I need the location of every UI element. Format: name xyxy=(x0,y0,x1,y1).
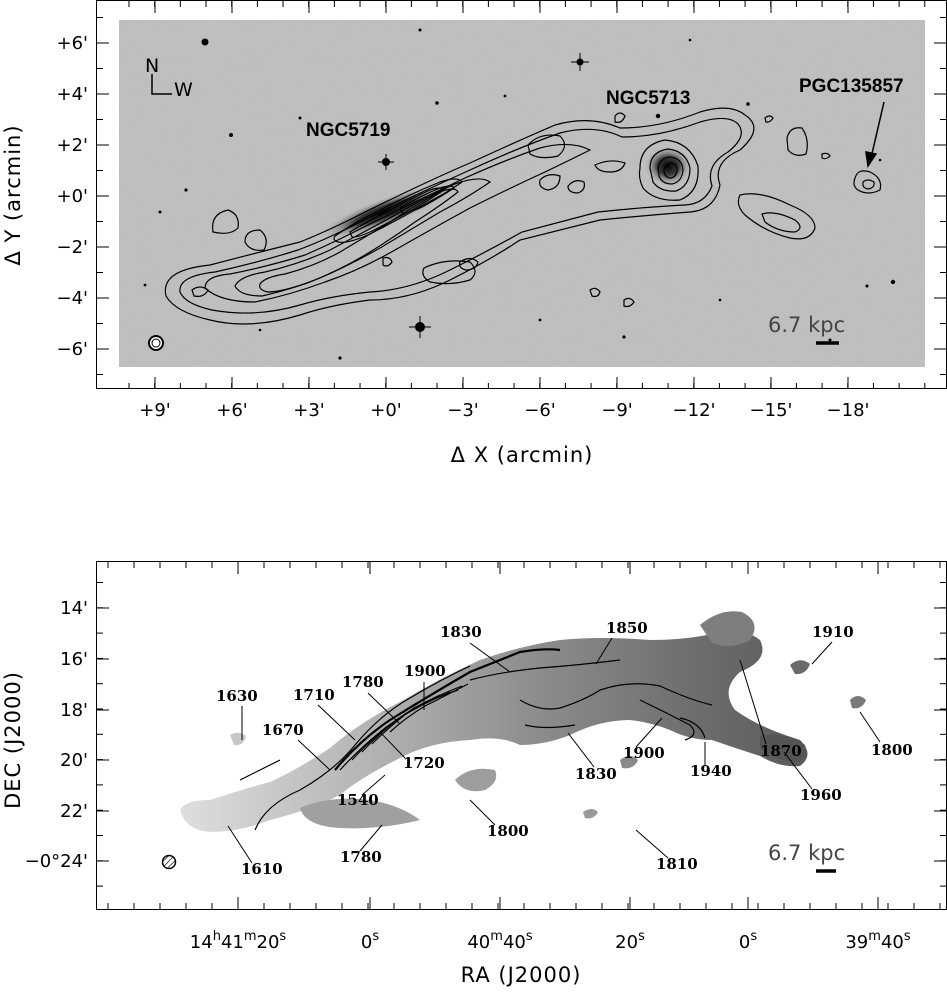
top-y-tick-label: +2' xyxy=(57,135,88,156)
galaxy-label-ngc5713: NGC5713 xyxy=(606,88,691,109)
galaxy-label-ngc5719: NGC5719 xyxy=(306,120,391,141)
bottom-tick-labels: 14h41m20s 0s 40m40s 20s 0s 39m40s 14' 16' 18' 20'… xyxy=(25,598,911,953)
top-y-tick-label: −2' xyxy=(57,237,88,258)
top-x-tick-label: −9' xyxy=(601,400,632,421)
systemic-contour xyxy=(334,648,561,771)
velocity-label: 1780 xyxy=(340,848,382,866)
bottom-x-tick-label: 0s xyxy=(361,929,379,953)
bottom-x-tick-label: 0s xyxy=(739,929,757,953)
beam-marker xyxy=(148,335,164,351)
velocity-label-leader xyxy=(469,799,496,826)
velocity-label-leader xyxy=(635,829,669,859)
velocity-field xyxy=(180,611,866,832)
velocity-label: 1630 xyxy=(216,687,258,705)
top-y-tick-label: +0' xyxy=(57,186,88,207)
velocity-label-leader xyxy=(739,659,767,745)
bottom-x-axis-label: RA (J2000) xyxy=(461,963,582,987)
velocity-label-leader xyxy=(227,825,253,864)
top-panel: N W NGC5719 NGC5713 PGC135857 6.7 kpc +9… xyxy=(1,0,947,467)
velocity-label: 1800 xyxy=(487,822,529,840)
bottom-y-tick-label: 20' xyxy=(60,750,88,771)
bottom-x-tick-label: 40m40s xyxy=(467,929,532,953)
top-y-tick-label: −6' xyxy=(57,339,88,360)
velocity-label-leader xyxy=(469,642,511,673)
bottom-y-axis-label: DEC (J2000) xyxy=(1,671,25,809)
velocity-label: 1780 xyxy=(342,673,384,691)
top-x-tick-label: +9' xyxy=(139,400,170,421)
velocity-contours xyxy=(239,659,713,831)
top-x-tick-label: −15' xyxy=(750,400,793,421)
field-stars xyxy=(143,28,896,360)
bottom-y-tick-label: −0°24' xyxy=(25,851,88,872)
top-y-tick-label: −4' xyxy=(57,288,88,309)
velocity-label-leader xyxy=(635,717,663,748)
bottom-ticks xyxy=(97,562,946,909)
velocity-label-leader xyxy=(379,731,406,759)
top-x-tick-label: −6' xyxy=(524,400,555,421)
velocity-label: 1940 xyxy=(690,762,732,780)
velocity-label: 1900 xyxy=(623,744,665,762)
velocity-label: 1710 xyxy=(293,686,335,704)
ngc5713-glow xyxy=(644,146,692,186)
velocity-label-leader xyxy=(367,692,401,725)
galaxy-label-pgc135857: PGC135857 xyxy=(799,76,904,97)
bottom-y-tick-label: 16' xyxy=(60,649,88,670)
hi-contours xyxy=(164,107,882,325)
scale-bar-label-bottom: 6.7 kpc xyxy=(768,841,845,865)
velocity-label-leader xyxy=(859,711,881,743)
scale-bar-label-top: 6.7 kpc xyxy=(768,313,845,337)
velocity-label-leader xyxy=(567,732,595,768)
top-y-tick-label: +4' xyxy=(57,84,88,105)
velocity-label-leader xyxy=(297,739,331,771)
velocity-label: 1800 xyxy=(871,741,913,759)
velocity-label: 1610 xyxy=(241,860,283,878)
image-grain xyxy=(119,20,925,367)
velocity-label-leader xyxy=(595,637,613,665)
bottom-y-tick-label: 18' xyxy=(60,700,88,721)
star-spikes xyxy=(378,53,589,338)
compass-west: W xyxy=(174,79,193,101)
velocity-label: 1910 xyxy=(812,623,854,641)
velocity-label-leader xyxy=(317,704,356,741)
velocity-label: 1720 xyxy=(403,754,445,772)
bottom-y-tick-label: 22' xyxy=(60,801,88,822)
top-x-tick-label: +6' xyxy=(216,400,247,421)
top-x-axis-label: Δ X (arcmin) xyxy=(451,443,594,467)
top-x-tick-label: −3' xyxy=(447,400,478,421)
beam-marker-bottom xyxy=(161,854,177,870)
bottom-x-tick-label: 14h41m20s xyxy=(190,929,287,953)
velocity-label: 1960 xyxy=(800,786,842,804)
bottom-x-tick-label: 39m40s xyxy=(845,929,910,953)
top-y-tick-label: +6' xyxy=(57,33,88,54)
velocity-label-leader xyxy=(783,751,813,790)
velocity-label: 1540 xyxy=(337,791,379,809)
velocity-label: 1810 xyxy=(656,855,698,873)
top-tick-labels: +9' +6' +3' +0' −3' −6' −9' −12' −15' −18' +6' +4' +… xyxy=(57,33,870,421)
velocity-label: 1870 xyxy=(760,742,802,760)
velocity-label: 1830 xyxy=(575,765,617,783)
velocity-label-leader xyxy=(359,824,383,852)
velocity-label: 1850 xyxy=(606,619,648,637)
top-ticks xyxy=(97,1,946,389)
bottom-y-tick-label: 14' xyxy=(60,598,88,619)
top-x-tick-label: −12' xyxy=(673,400,716,421)
top-x-tick-label: +0' xyxy=(370,400,401,421)
compass-north: N xyxy=(145,55,159,77)
top-y-axis-label: Δ Y (arcmin) xyxy=(1,124,25,265)
velocity-label: 1670 xyxy=(262,721,304,739)
top-x-tick-label: +3' xyxy=(293,400,324,421)
top-x-tick-label: −18' xyxy=(827,400,870,421)
velocity-label: 1900 xyxy=(404,662,446,680)
velocity-label: 1830 xyxy=(440,623,482,641)
pgc-arrow xyxy=(865,101,885,169)
compass: N W xyxy=(145,55,193,101)
bottom-x-tick-label: 20s xyxy=(615,929,645,953)
velocity-label-leader xyxy=(811,641,833,665)
velocity-label-leader xyxy=(361,774,386,796)
